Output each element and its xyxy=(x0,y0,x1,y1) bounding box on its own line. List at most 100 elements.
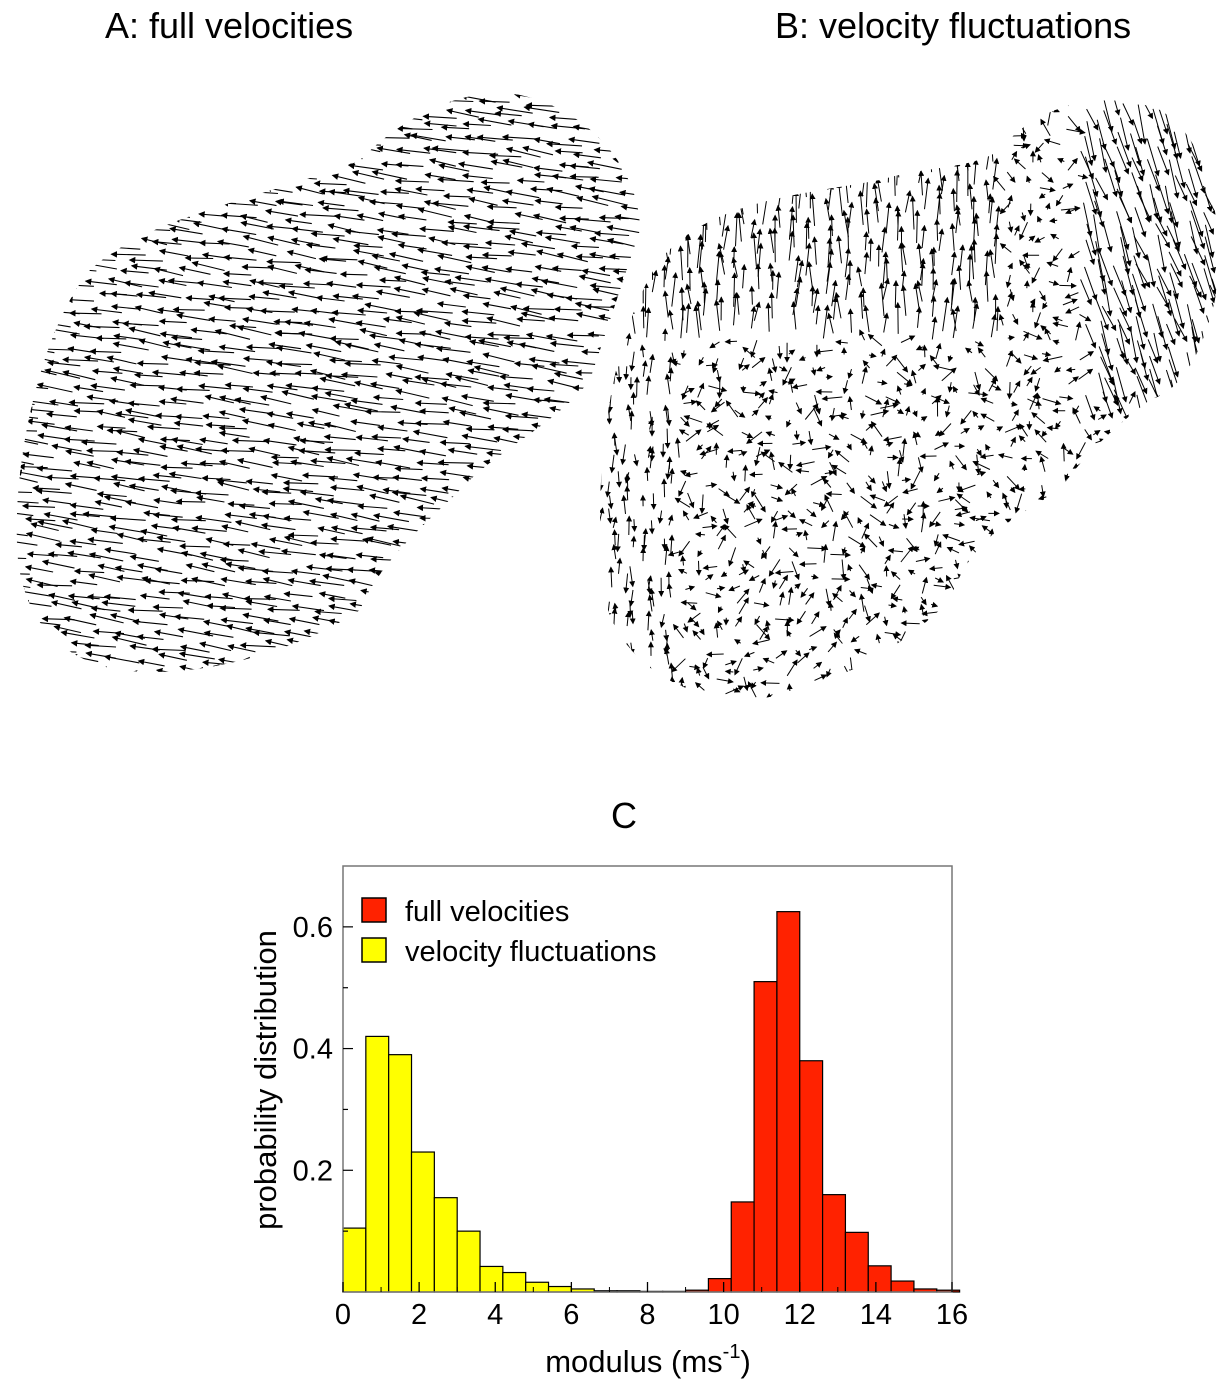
vector-b-953 xyxy=(727,448,743,455)
vector-b-317 xyxy=(631,184,638,208)
vector-b-1319 xyxy=(1022,570,1033,580)
vector-b-1107 xyxy=(986,491,993,499)
vector-a-1370 xyxy=(417,664,449,672)
vector-b-1624 xyxy=(849,690,866,697)
vector-a-773 xyxy=(482,405,519,416)
vector-b-1510 xyxy=(671,658,686,673)
vector-b-344 xyxy=(1116,211,1130,251)
vector-a-23 xyxy=(477,87,513,92)
vector-b-715 xyxy=(868,352,877,359)
vector-b-481 xyxy=(1046,261,1059,268)
vector-b-1266 xyxy=(695,560,702,576)
vector-a-491 xyxy=(217,295,252,302)
vector-a-1291 xyxy=(16,641,30,647)
vector-b-831 xyxy=(1059,394,1074,401)
vector-a-877 xyxy=(124,458,161,466)
vector-b-1030 xyxy=(867,475,876,484)
vector-b-401 xyxy=(885,201,892,234)
vector-a-46 xyxy=(325,96,360,104)
vector-a-17 xyxy=(357,88,388,90)
vector-b-1187 xyxy=(1168,525,1188,532)
vector-b-692 xyxy=(1075,321,1082,341)
vector-a-1141 xyxy=(16,581,31,589)
vector-b-385 xyxy=(591,211,596,241)
vector-a-14 xyxy=(287,93,318,95)
vector-a-729 xyxy=(170,396,204,404)
vector-a-97 xyxy=(127,120,158,128)
vector-b-219 xyxy=(752,147,759,173)
vector-a-782 xyxy=(26,418,55,425)
vector-a-632 xyxy=(26,353,59,364)
vector-b-1599 xyxy=(1022,674,1029,691)
vector-a-122 xyxy=(17,132,48,142)
vector-a-1384 xyxy=(70,689,96,690)
vector-a-351 xyxy=(447,224,477,234)
vector-a-39 xyxy=(173,93,206,100)
vector-b-215 xyxy=(675,150,682,178)
vector-b-1389 xyxy=(1021,599,1032,607)
vector-a-88 xyxy=(588,114,620,121)
vector-b-1574 xyxy=(1194,664,1204,670)
vector-b-546 xyxy=(966,253,973,289)
vector-a-493 xyxy=(262,289,297,299)
vector-a-746 xyxy=(543,396,580,405)
vector-b-898 xyxy=(1011,409,1019,421)
vector-b-298 xyxy=(918,170,925,196)
vector-a-233 xyxy=(480,179,510,186)
vector-a-982 xyxy=(451,494,488,504)
vector-b-135 xyxy=(1130,133,1142,167)
vector-b-713 xyxy=(814,348,833,355)
vector-b-1571 xyxy=(1144,665,1157,672)
vector-a-922 xyxy=(462,475,490,484)
vector-b-611 xyxy=(878,282,885,316)
vector-a-764 xyxy=(285,411,314,419)
vector-b-262 xyxy=(894,156,901,186)
vector-b-810 xyxy=(680,388,695,396)
vector-a-919 xyxy=(392,474,422,482)
vector-b-952 xyxy=(699,448,718,456)
vector-b-628 xyxy=(1191,319,1201,344)
vector-b-1636 xyxy=(1050,694,1069,701)
vector-a-527 xyxy=(357,307,388,315)
vector-a-917 xyxy=(352,472,388,481)
vector-b-1102 xyxy=(883,495,899,507)
vector-b-25 xyxy=(1039,100,1051,103)
vector-b-1144 xyxy=(1020,514,1031,523)
vector-b-1207 xyxy=(906,537,918,553)
vector-b-880 xyxy=(680,416,690,427)
vector-b-1371 xyxy=(680,599,698,606)
vector-a-1250 xyxy=(420,610,457,622)
vector-b-764 xyxy=(1115,367,1128,403)
vector-a-679 xyxy=(395,363,429,374)
vector-b-735 xyxy=(589,364,590,380)
vector-b-708 xyxy=(738,357,745,371)
vector-b-783 xyxy=(825,374,833,381)
vector-a-523 xyxy=(259,307,295,315)
vector-b-1352 xyxy=(986,587,992,601)
vector-b-168 xyxy=(1102,142,1115,168)
vector-a-65 xyxy=(96,105,124,115)
vector-b-457 xyxy=(632,243,639,265)
vector-b-1394 xyxy=(1118,597,1125,607)
vector-a-779 xyxy=(616,410,640,418)
vector-a-620 xyxy=(414,341,451,349)
vector-a-1257 xyxy=(581,615,610,624)
vector-a-990 xyxy=(0,518,13,521)
vector-a-248 xyxy=(149,182,186,192)
vector-a-601 xyxy=(16,346,29,355)
vector-b-1068 xyxy=(902,488,918,495)
vector-a-1309 xyxy=(393,639,430,648)
vector-a-953 xyxy=(482,485,517,495)
vector-b-173 xyxy=(1187,144,1203,172)
vector-b-434 xyxy=(844,216,851,251)
vector-a-153 xyxy=(46,149,78,157)
vector-b-1522 xyxy=(905,649,915,662)
vector-a-833 xyxy=(493,435,523,445)
vector-a-344 xyxy=(291,225,323,233)
vector-a-1306 xyxy=(327,645,365,653)
vector-a-226 xyxy=(331,173,366,184)
vector-a-1166 xyxy=(561,582,589,590)
vector-a-561 xyxy=(443,320,472,328)
vector-b-313 xyxy=(1189,200,1204,238)
vector-b-1032 xyxy=(896,458,903,477)
